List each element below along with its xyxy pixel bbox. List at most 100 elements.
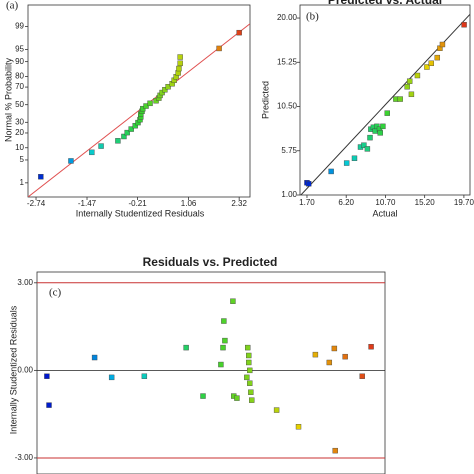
plot-frame [27,4,251,198]
point [368,344,374,350]
y-tick-label: 15.25 [277,57,298,66]
x-tick-label: -0.21 [128,199,147,208]
y-tick-label: 5.75 [281,146,297,155]
y-tick-label: 95 [15,45,24,54]
y-tick-label: 10 [15,143,24,152]
y-tick-label: 30 [15,117,24,126]
point [236,29,242,36]
point [332,447,338,454]
point [384,110,390,116]
panel-label: (b) [306,11,319,23]
point [406,78,413,84]
point [377,130,383,136]
point [273,407,280,413]
point [200,393,206,399]
chart-title: Predicted vs. Actual [328,0,442,7]
point [439,41,446,48]
point [132,122,138,129]
point [98,143,104,149]
point [128,126,134,132]
point [364,146,371,152]
x-tick-label: -2.74 [27,199,46,208]
y-tick-label: 3.00 [17,278,33,287]
y-tick-label: 80 [15,72,24,81]
point [295,424,302,430]
point [244,374,250,381]
point [147,100,153,107]
plot-layer [37,282,385,459]
point [306,181,312,187]
y-axis-label: Internally Studentized Residuals [8,305,18,434]
x-tick-label: 6.20 [338,198,354,207]
point [246,359,252,366]
point [176,65,182,72]
y-tick-label: 0.00 [17,365,33,374]
point [222,337,228,344]
point [367,134,373,141]
point [312,351,319,358]
x-axis-label: Internally Studentized Residuals [76,208,205,218]
point [414,72,421,79]
point [183,344,189,351]
point [361,142,367,148]
point [434,54,441,61]
point [359,373,365,379]
point [162,87,168,93]
y-tick-label: 50 [15,100,24,109]
y-tick-label: 1 [20,178,25,187]
plot-frame [299,4,471,196]
y-tick-label: -3.00 [15,453,34,462]
x-tick-label: -1.47 [78,199,97,208]
point [245,344,251,351]
x-axis-label: Actual [372,208,397,218]
point [141,373,148,379]
point [177,60,183,67]
point [177,54,183,60]
point [461,22,467,28]
point [397,96,403,102]
point [424,64,430,70]
point [343,160,350,166]
y-tick-label: 70 [15,82,24,91]
point [234,395,240,401]
point [121,133,127,140]
point [247,367,253,374]
plot-layer [28,23,250,197]
point [89,149,95,156]
x-tick-label: 2.32 [231,199,247,208]
x-tick-label: 10.70 [375,198,396,207]
y-tick-label: 10.50 [277,102,298,111]
point [44,373,50,379]
y-tick-label: 5 [20,155,25,164]
point [68,158,74,164]
x-tick-label: 1.70 [299,198,315,207]
x-tick-label: 15.20 [415,198,436,207]
y-tick-label: 99 [15,22,24,31]
point [404,84,410,90]
point [115,138,121,144]
point [159,89,165,96]
point [216,45,222,52]
point [247,380,253,386]
point [246,352,252,359]
y-axis-label: Normal % Probability [3,57,13,142]
point [220,344,226,351]
chart-title: Residuals vs. Predicted [143,255,278,269]
point [218,361,224,368]
point [351,155,358,162]
point [408,91,415,98]
y-tick-label: 1.00 [281,190,297,199]
plot-frame [36,271,386,474]
y-tick-label: 90 [15,57,24,66]
x-tick-label: 1.06 [181,199,197,208]
y-tick-label: 20.00 [277,13,298,22]
panel-label: (a) [6,0,19,12]
point [326,359,333,366]
point [165,84,171,90]
point [331,345,338,352]
y-tick-label: 20 [15,128,24,137]
y-axis-label: Predicted [260,81,270,119]
point [230,298,236,304]
point [328,168,334,175]
